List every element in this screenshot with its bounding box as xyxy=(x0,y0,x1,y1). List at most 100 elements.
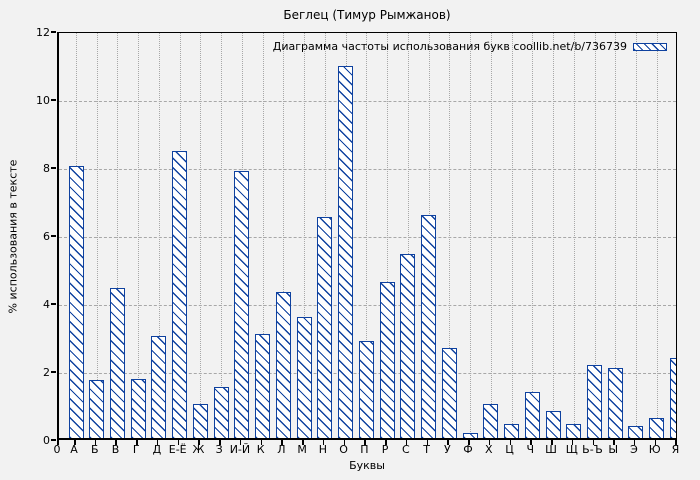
x-tick-label-Н: Н xyxy=(318,443,328,456)
legend-label: Диаграмма частоты использования букв coo… xyxy=(272,40,627,53)
bar-О xyxy=(338,65,354,438)
x-tick-mark-И-Й xyxy=(239,440,242,445)
bar-Ж xyxy=(192,404,208,438)
x-tick-mark-Г xyxy=(136,440,138,445)
y-tick-mark-6 xyxy=(51,235,56,237)
x-tick-label-Э: Э xyxy=(630,443,638,456)
legend: Диаграмма частоты использования букв coo… xyxy=(273,40,667,53)
plot-area: Диаграмма частоты использования букв coo… xyxy=(57,32,677,440)
bar-Д xyxy=(151,336,167,438)
x-tick-mark-У xyxy=(447,440,449,445)
gridline-x-Щ xyxy=(573,33,575,438)
bar-Ф xyxy=(462,432,478,438)
gridline-x-Э xyxy=(635,33,637,438)
x-tick-label-Ь-Ъ: Ь-Ъ xyxy=(582,443,603,456)
x-tick-label-У: У xyxy=(443,443,451,456)
bar-К xyxy=(255,334,271,438)
x-tick-label-С: С xyxy=(401,443,410,456)
x-tick-mark-Ф xyxy=(468,440,470,445)
gridline-x-Р xyxy=(387,33,389,438)
y-tick-mark-0 xyxy=(51,439,56,441)
gridline-y-4 xyxy=(59,305,676,306)
y-tick-mark-8 xyxy=(51,167,56,169)
bar-Ь-Ъ xyxy=(587,364,602,438)
bar-А xyxy=(68,166,84,438)
bar-Г xyxy=(130,378,146,438)
x-tick-label-М: М xyxy=(297,443,307,456)
x-tick-label-Л: Л xyxy=(277,443,286,456)
x-tick-mark-Т xyxy=(426,440,429,445)
gridline-x-З xyxy=(221,33,223,438)
bar-Н xyxy=(317,217,333,438)
bar-Х xyxy=(483,404,499,438)
bar-П xyxy=(358,341,374,438)
x-tick-mark-Ю xyxy=(654,440,657,445)
chart-title: Беглец (Тимур Рымжанов) xyxy=(283,8,451,22)
x-tick-mark-Б xyxy=(94,440,97,445)
bar-Т xyxy=(421,215,437,438)
bar-Б xyxy=(89,380,105,438)
y-tick-label-0: 0 xyxy=(43,434,50,447)
x-tick-label-Е-Ё: Е-Ё xyxy=(168,443,187,456)
gridline-x-Х xyxy=(490,33,492,438)
x-tick-label-Ы: Ы xyxy=(608,443,619,456)
x-tick-mark-Ч xyxy=(530,440,532,445)
gridline-x-Ц xyxy=(511,33,513,438)
y-tick-marks xyxy=(51,31,57,441)
x-tick-mark-А xyxy=(74,440,76,445)
x-tick-mark-Я xyxy=(675,440,677,445)
bar-М xyxy=(296,317,312,438)
x-tick-label-И-Й: И-Й xyxy=(229,443,251,456)
x-tick-label-В: В xyxy=(111,443,120,456)
gridline-x-С xyxy=(407,33,409,438)
bar-Ю xyxy=(649,417,665,438)
x-tick-mark-О xyxy=(343,440,346,445)
bar-С xyxy=(400,254,416,438)
bar-Е-Ё xyxy=(172,150,188,438)
x-tick-label-Ф: Ф xyxy=(463,443,473,456)
y-tick-label-12: 12 xyxy=(36,26,50,39)
gridline-x-Ж xyxy=(200,33,202,438)
x-tick-mark-Р xyxy=(385,440,387,445)
x-axis-label: Буквы xyxy=(349,459,385,472)
x-tick-label-Р: Р xyxy=(381,443,389,456)
x-tick-mark-Ж xyxy=(198,440,200,445)
bar-Я xyxy=(669,358,676,438)
y-tick-mark-4 xyxy=(51,303,56,305)
gridline-x-К xyxy=(262,33,264,438)
x-tick-mark-Е-Ё xyxy=(177,440,180,445)
bar-Ш xyxy=(545,410,561,438)
gridline-x-У xyxy=(449,33,451,438)
x-tick-label-Ц: Ц xyxy=(505,443,514,456)
bar-Ы xyxy=(607,368,623,438)
bar-Щ xyxy=(566,424,582,438)
x-tick-label-Г: Г xyxy=(132,443,140,456)
x-tick-mark-М xyxy=(302,440,304,445)
y-tick-label-2: 2 xyxy=(43,366,50,379)
y-tick-mark-2 xyxy=(51,371,56,373)
x-tick-mark-П xyxy=(364,440,366,445)
x-tick-marks xyxy=(57,440,697,446)
bar-Р xyxy=(379,281,395,438)
x-tick-mark-К xyxy=(260,440,263,445)
y-tick-labels: 0 2 4 6 8 10 12 xyxy=(0,27,50,446)
x-tick-mark-Н xyxy=(322,440,325,445)
bar-У xyxy=(441,347,457,438)
bar-З xyxy=(213,387,229,438)
gridline-x-П xyxy=(366,33,368,438)
x-tick-label-origin: 0 xyxy=(53,443,61,456)
x-tick-label-З: З xyxy=(215,443,223,456)
x-tick-mark-Э xyxy=(633,440,636,445)
x-tick-mark-Ш xyxy=(551,440,553,445)
x-tick-label-А: А xyxy=(70,443,78,456)
gridline-x-Ь-Ъ xyxy=(594,33,596,438)
x-tick-label-Ж: Ж xyxy=(192,443,205,456)
y-tick-mark-10 xyxy=(51,99,56,101)
x-tick-label-П: П xyxy=(360,443,369,456)
gridline-x-В xyxy=(117,33,119,438)
x-tick-label-Б: Б xyxy=(90,443,99,456)
y-tick-label-4: 4 xyxy=(43,298,50,311)
x-tick-mark-Х xyxy=(488,440,491,445)
gridline-x-М xyxy=(304,33,306,438)
